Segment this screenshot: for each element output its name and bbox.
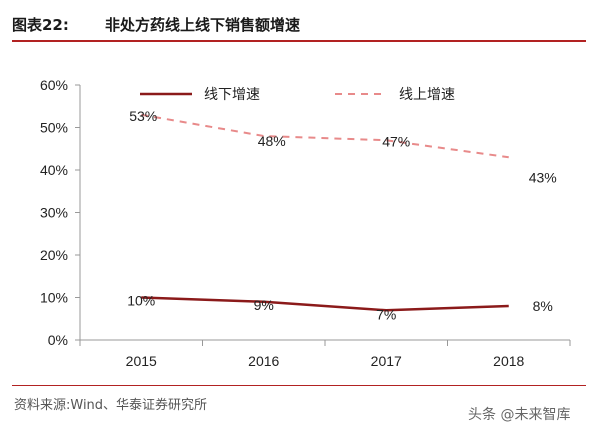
watermark: 头条 @未来智库	[468, 407, 571, 423]
title-bar: 图表22: 非处方药线上线下销售额增速	[12, 14, 586, 40]
y-tick-label: 30%	[40, 205, 68, 221]
data-label: 10%	[127, 293, 155, 309]
chart-title: 非处方药线上线下销售额增速	[105, 16, 301, 34]
data-label: 47%	[382, 133, 410, 149]
data-label: 53%	[129, 108, 157, 124]
x-tick-label: 2018	[493, 353, 524, 369]
data-label: 7%	[376, 306, 396, 322]
figure-label: 图表22:	[12, 16, 69, 34]
y-tick-label: 0%	[48, 332, 68, 348]
data-label: 8%	[533, 298, 553, 314]
legend-label: 线上增速	[399, 87, 455, 103]
series-line	[141, 296, 509, 312]
source-divider	[12, 385, 586, 386]
legend-label: 线下增速	[204, 87, 260, 103]
data-label: 9%	[254, 297, 274, 313]
y-tick-label: 10%	[40, 290, 68, 306]
y-tick-label: 50%	[40, 120, 68, 136]
y-tick-label: 20%	[40, 247, 68, 263]
data-label: 43%	[529, 169, 557, 185]
x-tick-label: 2017	[371, 353, 402, 369]
x-tick-label: 2015	[126, 353, 157, 369]
line-chart: 0% 10% 20% 30% 40% 50% 60% 2015 2016 2017 2018 10% 9…	[40, 77, 571, 369]
title-divider	[12, 40, 586, 42]
data-label: 48%	[258, 133, 286, 149]
x-tick-label: 2016	[248, 353, 279, 369]
series-line	[141, 113, 509, 159]
source-note: 资料来源:Wind、华泰证券研究所	[14, 398, 208, 413]
y-tick-label: 40%	[40, 162, 68, 178]
y-tick-label: 60%	[40, 77, 68, 93]
